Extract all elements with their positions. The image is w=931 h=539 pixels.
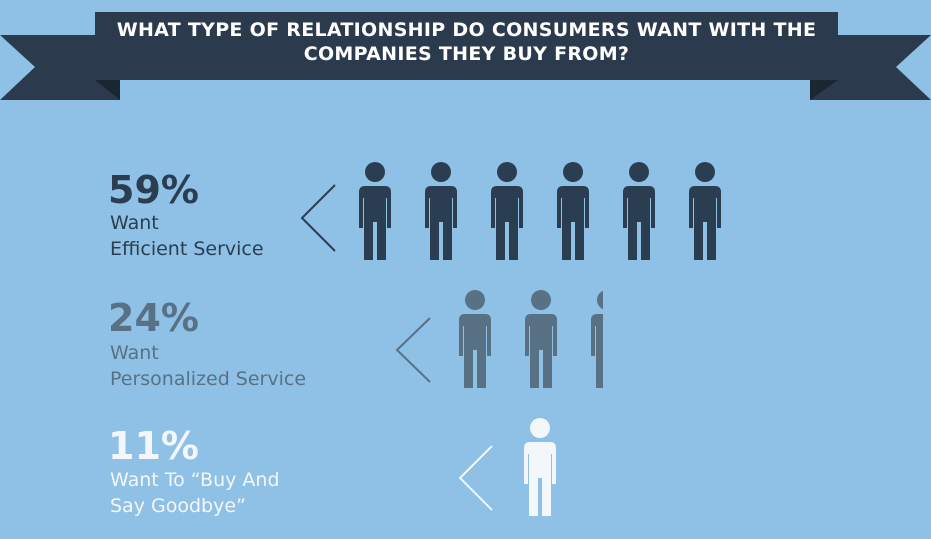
person-icon xyxy=(524,418,556,516)
person-icon xyxy=(557,162,589,260)
person-icon xyxy=(591,290,603,388)
category-label: Want Efficient Service xyxy=(110,212,264,260)
person-icon xyxy=(590,418,622,516)
percent-label: 24% xyxy=(108,296,199,340)
person-icon xyxy=(525,290,557,388)
icon-row xyxy=(359,162,721,260)
percent-label: 59% xyxy=(108,168,199,212)
chevron xyxy=(458,445,493,511)
ribbon-fold xyxy=(95,80,120,100)
chevron xyxy=(300,184,336,252)
person-icon xyxy=(623,162,655,260)
chevron xyxy=(395,317,431,383)
banner xyxy=(95,12,838,80)
person-icon xyxy=(359,162,391,260)
category-label: Want Personalized Service xyxy=(110,342,307,390)
percent-label: 11% xyxy=(108,424,199,468)
person-icon xyxy=(491,162,523,260)
ribbon-left xyxy=(0,35,120,100)
ribbon-fold xyxy=(810,80,838,100)
category-label: Want To “Buy And Say Goodbye” xyxy=(110,469,280,517)
icon-row xyxy=(524,418,622,516)
person-icon xyxy=(689,162,721,260)
person-icon xyxy=(425,162,457,260)
icon-row xyxy=(459,290,603,388)
ribbon-right xyxy=(810,35,931,100)
title: WHAT TYPE OF RELATIONSHIP DO CONSUMERS W… xyxy=(116,19,817,65)
person-icon xyxy=(459,290,491,388)
